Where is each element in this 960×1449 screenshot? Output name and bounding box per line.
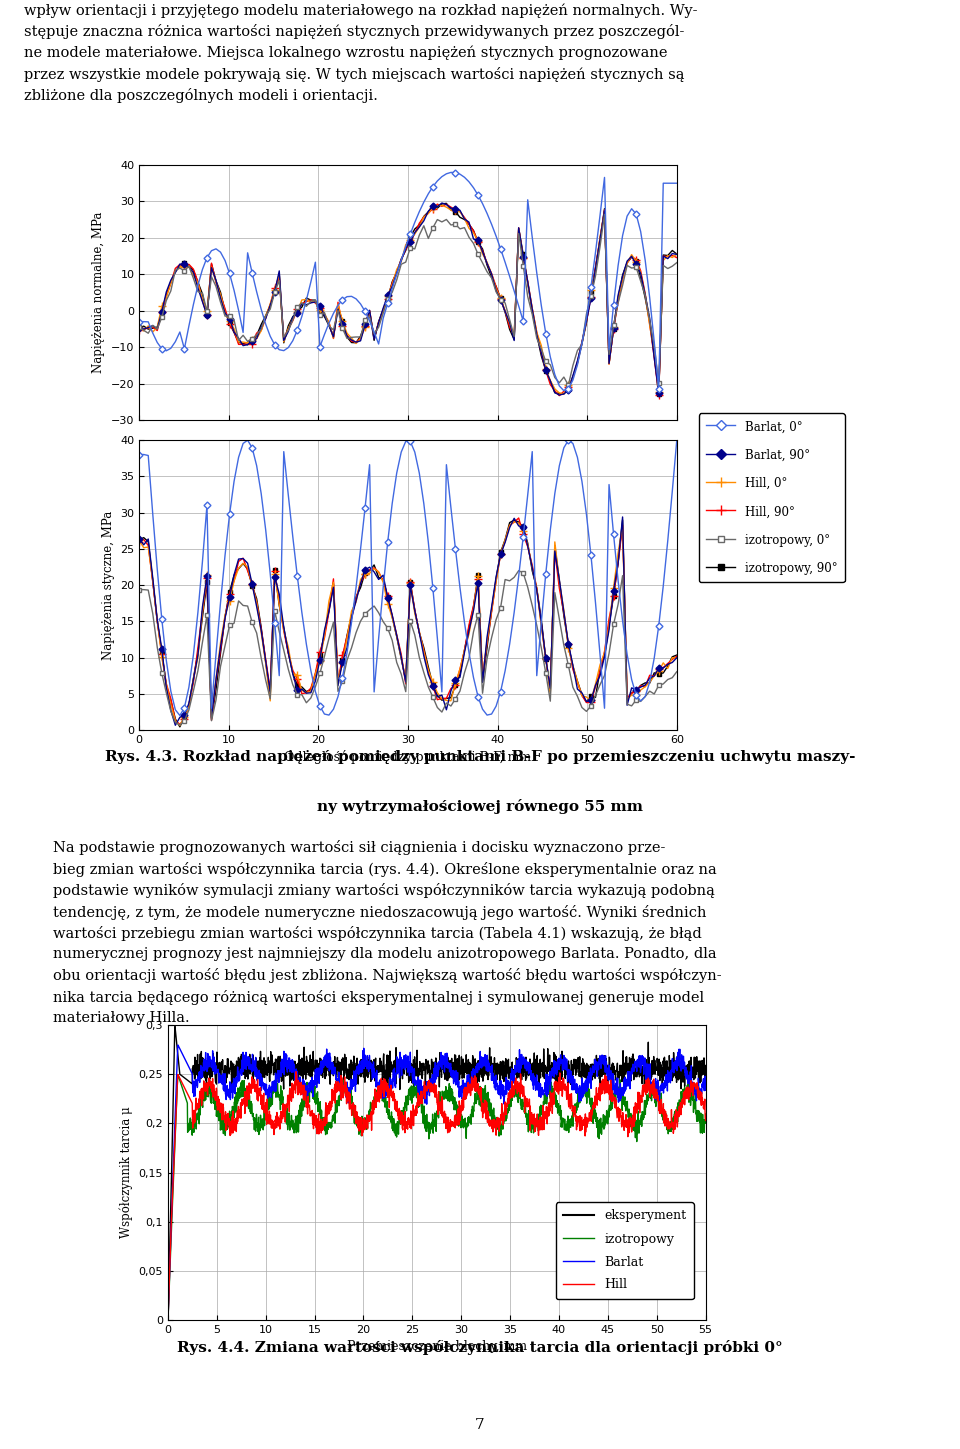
Text: Rys. 4.3. Rozkład napiężeń pomiędzy punktami B-F po przemieszczeniu uchwytu masz: Rys. 4.3. Rozkład napiężeń pomiędzy punk… bbox=[105, 751, 855, 764]
izotropowy bbox=[684, 1084, 696, 1101]
Hill bbox=[700, 1111, 711, 1129]
Hill bbox=[190, 1104, 202, 1122]
Barlat bbox=[172, 1036, 183, 1053]
eksperyment bbox=[162, 1311, 174, 1329]
Legend: eksperyment, izotropowy, Barlat, Hill: eksperyment, izotropowy, Barlat, Hill bbox=[556, 1203, 694, 1298]
izotropowy bbox=[162, 1311, 174, 1329]
Barlat bbox=[586, 1066, 597, 1084]
Line: eksperyment: eksperyment bbox=[168, 1026, 706, 1320]
Text: 7: 7 bbox=[475, 1419, 485, 1432]
Hill bbox=[684, 1081, 696, 1098]
eksperyment bbox=[169, 1017, 180, 1035]
Line: Barlat: Barlat bbox=[168, 1045, 706, 1320]
X-axis label: Przemieszczenie blachy, mm: Przemieszczenie blachy, mm bbox=[347, 1340, 527, 1353]
eksperyment bbox=[424, 1071, 436, 1088]
Line: Hill: Hill bbox=[168, 1072, 706, 1320]
Barlat bbox=[162, 1311, 174, 1329]
Hill bbox=[684, 1088, 696, 1106]
izotropowy bbox=[410, 1084, 421, 1101]
Barlat bbox=[700, 1081, 711, 1098]
eksperyment bbox=[684, 1065, 696, 1082]
Hill bbox=[586, 1106, 597, 1123]
eksperyment bbox=[410, 1064, 421, 1081]
eksperyment bbox=[586, 1058, 597, 1075]
izotropowy bbox=[700, 1106, 711, 1123]
Line: izotropowy: izotropowy bbox=[168, 1075, 706, 1320]
Barlat bbox=[684, 1064, 696, 1081]
eksperyment bbox=[190, 1065, 202, 1082]
Hill bbox=[162, 1311, 174, 1329]
Legend: Barlat, 0°, Barlat, 90°, Hill, 0°, Hill, 90°, izotropowy, 0°, izotropowy, 90°: Barlat, 0°, Barlat, 90°, Hill, 0°, Hill,… bbox=[699, 413, 845, 582]
X-axis label: Odległość pomiędzy punktami B-F, mm: Odległość pomiędzy punktami B-F, mm bbox=[284, 751, 532, 765]
Y-axis label: Współczynnik tarcia μ: Współczynnik tarcia μ bbox=[119, 1107, 132, 1239]
Hill bbox=[410, 1100, 421, 1117]
Barlat bbox=[684, 1078, 696, 1095]
izotropowy bbox=[190, 1113, 202, 1130]
izotropowy bbox=[586, 1106, 597, 1123]
izotropowy bbox=[684, 1084, 696, 1101]
Barlat bbox=[410, 1072, 421, 1090]
Text: Rys. 4.4. Zmiana wartości współczynnika tarcia dla orientacji próbki 0°: Rys. 4.4. Zmiana wartości współczynnika … bbox=[178, 1340, 782, 1355]
izotropowy bbox=[172, 1066, 183, 1084]
Y-axis label: Napiężenia normalne, MPa: Napiężenia normalne, MPa bbox=[92, 212, 106, 374]
izotropowy bbox=[424, 1114, 436, 1132]
Barlat bbox=[190, 1071, 202, 1088]
eksperyment bbox=[700, 1058, 711, 1075]
eksperyment bbox=[684, 1069, 696, 1087]
Text: ny wytrzymałościowej równego 55 mm: ny wytrzymałościowej równego 55 mm bbox=[317, 800, 643, 814]
Text: wpływ orientacji i przyjętego modelu materiałowego na rozkład napiężeń normalnyc: wpływ orientacji i przyjętego modelu mat… bbox=[24, 3, 698, 103]
Barlat bbox=[424, 1074, 436, 1091]
Hill bbox=[290, 1064, 301, 1081]
Hill bbox=[424, 1078, 436, 1095]
Text: Na podstawie prognozowanych wartości sił ciągnienia i docisku wyznaczono prze-
b: Na podstawie prognozowanych wartości sił… bbox=[53, 840, 721, 1024]
Y-axis label: Napiężenia styczne, MPa: Napiężenia styczne, MPa bbox=[102, 510, 114, 659]
